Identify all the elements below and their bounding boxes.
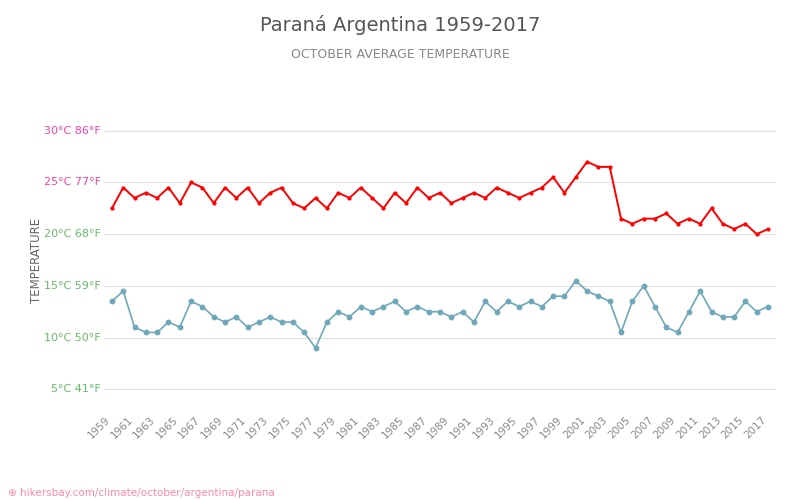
Text: 20°C 68°F: 20°C 68°F: [44, 229, 101, 239]
NIGHT: [571, 278, 581, 283]
Text: 25°C 77°F: 25°C 77°F: [44, 178, 101, 188]
DAY: [594, 164, 603, 170]
Text: 15°C 59°F: 15°C 59°F: [44, 281, 101, 291]
NIGHT: [310, 345, 320, 351]
DAY: [582, 158, 592, 164]
Text: TEMPERATURE: TEMPERATURE: [30, 218, 43, 302]
Text: 10°C 50°F: 10°C 50°F: [44, 332, 101, 342]
Line: DAY: DAY: [110, 160, 770, 236]
Text: ⊕ hikersbay.com/climate/october/argentina/parana: ⊕ hikersbay.com/climate/october/argentin…: [8, 488, 274, 498]
NIGHT: [458, 308, 467, 314]
DAY: [209, 200, 218, 206]
NIGHT: [175, 324, 185, 330]
DAY: [175, 200, 185, 206]
Text: 30°C 86°F: 30°C 86°F: [44, 126, 101, 136]
DAY: [130, 195, 139, 201]
NIGHT: [209, 314, 218, 320]
Text: Paraná Argentina 1959-2017: Paraná Argentina 1959-2017: [260, 15, 540, 35]
DAY: [763, 226, 773, 232]
DAY: [446, 200, 456, 206]
NIGHT: [107, 298, 117, 304]
Legend: NIGHT, DAY: NIGHT, DAY: [349, 495, 531, 500]
Line: NIGHT: NIGHT: [110, 278, 770, 350]
Text: OCTOBER AVERAGE TEMPERATURE: OCTOBER AVERAGE TEMPERATURE: [290, 48, 510, 60]
DAY: [277, 184, 286, 190]
NIGHT: [763, 304, 773, 310]
DAY: [107, 206, 117, 212]
Text: 5°C 41°F: 5°C 41°F: [51, 384, 101, 394]
NIGHT: [277, 319, 286, 325]
NIGHT: [605, 298, 614, 304]
NIGHT: [130, 324, 139, 330]
DAY: [752, 231, 762, 237]
